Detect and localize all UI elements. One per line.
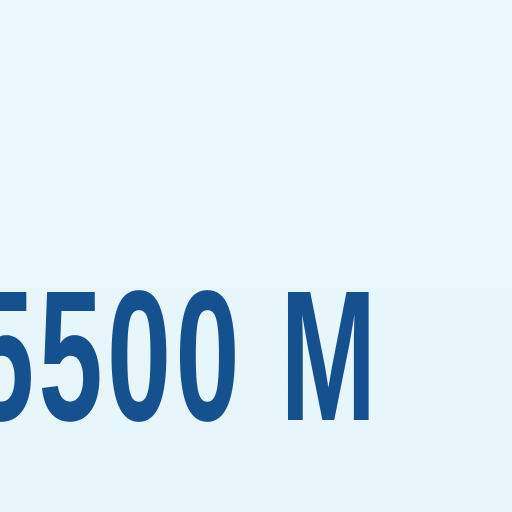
banner-text: 5500 M	[0, 253, 381, 460]
background-top	[0, 0, 512, 288]
background-bottom	[0, 288, 512, 512]
